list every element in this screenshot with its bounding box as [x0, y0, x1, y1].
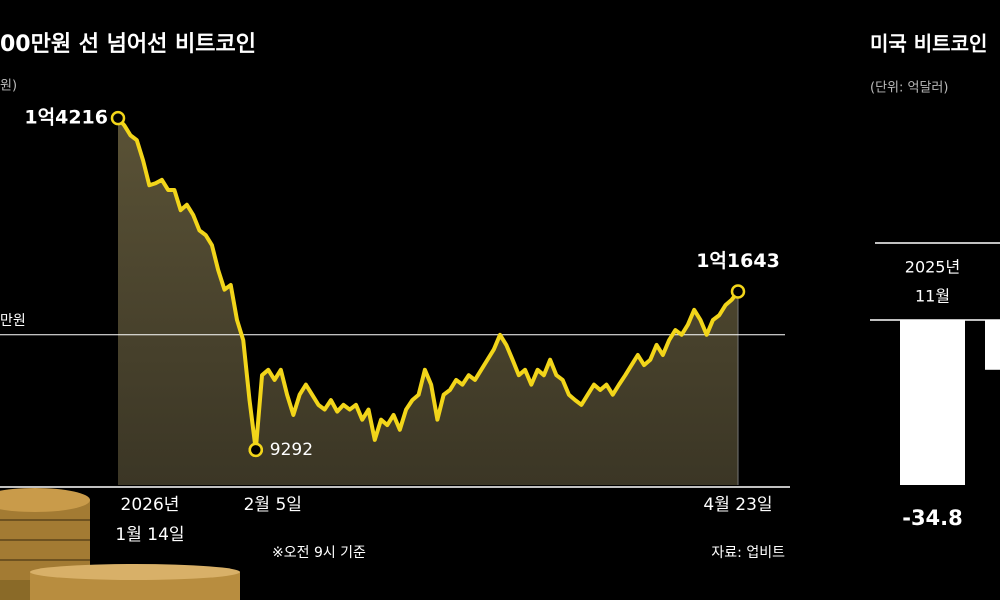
bar	[900, 320, 965, 485]
chart-title: 00만원 선 넘어선 비트코인	[0, 32, 256, 57]
x-tick-label: 11월	[915, 287, 950, 306]
x-tick-label: 4월 23일	[703, 495, 772, 515]
x-year-label: 2026년	[121, 495, 180, 515]
area	[118, 118, 738, 485]
source: 자료: 업비트	[711, 545, 785, 561]
chart-title: 미국 비트코인	[870, 32, 987, 56]
data-label: 9292	[270, 440, 313, 460]
x-tick-label: 2월 5일	[244, 495, 302, 515]
note: ※오전 9시 기준	[272, 545, 366, 561]
bar	[985, 320, 1000, 370]
point-marker	[110, 110, 126, 126]
data-label: 1억1643	[696, 250, 780, 272]
reference-label: 만원	[0, 313, 26, 329]
unit-label: (단위: 억달러)	[870, 81, 948, 96]
point-marker	[248, 442, 264, 458]
line	[116, 116, 740, 452]
data-label: 1억4216	[24, 107, 108, 129]
point-marker	[730, 284, 746, 299]
coin-decoration	[0, 488, 240, 600]
x-year-label: 2025년	[905, 258, 960, 277]
unit-label: 원)	[0, 79, 17, 94]
data-label: -34.8	[902, 506, 963, 530]
x-tick-label: 1월 14일	[115, 525, 184, 545]
